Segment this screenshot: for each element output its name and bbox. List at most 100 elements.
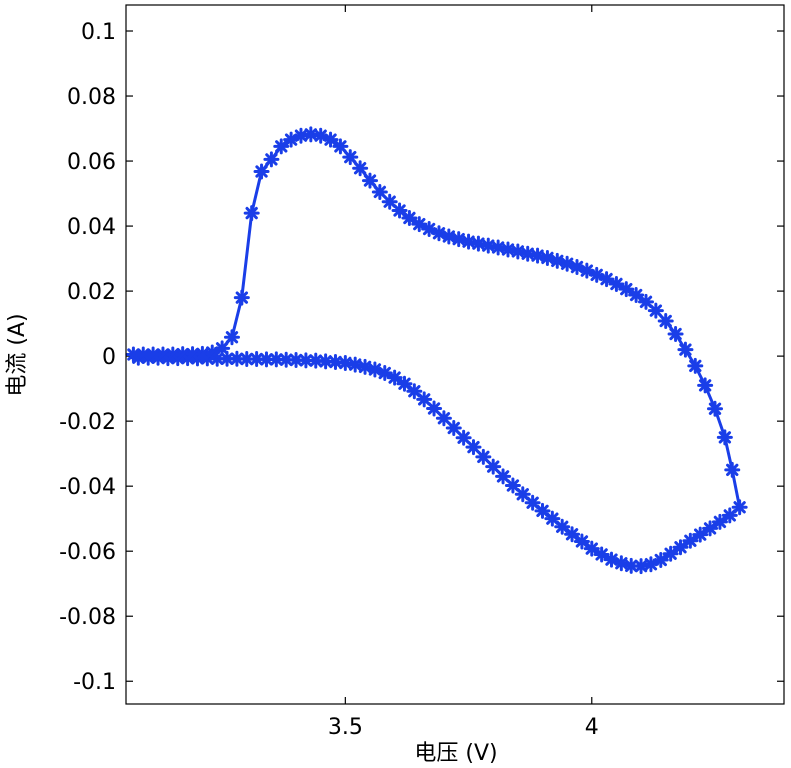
y-tick-label: 0.08 — [67, 85, 116, 110]
marker-stroke — [378, 366, 391, 380]
series-layer — [125, 126, 748, 575]
marker-stroke — [334, 140, 347, 153]
marker-stroke — [220, 352, 234, 365]
data-point — [361, 172, 378, 189]
data-point — [416, 391, 433, 408]
marker-stroke — [127, 348, 140, 361]
marker-stroke — [605, 553, 618, 566]
data-point — [401, 209, 418, 226]
marker-stroke — [393, 204, 406, 217]
data-point — [711, 513, 728, 530]
marker-stroke — [289, 353, 303, 367]
data-point — [519, 245, 536, 262]
y-tick-label: 0.1 — [81, 20, 116, 45]
data-point — [278, 351, 295, 368]
data-point — [386, 369, 403, 386]
data-point — [593, 546, 610, 563]
marker-stroke — [432, 227, 446, 240]
data-point — [731, 499, 748, 516]
data-point — [702, 520, 719, 537]
marker-stroke — [284, 133, 298, 146]
data-point — [539, 249, 556, 266]
data-point — [337, 354, 354, 371]
marker-stroke — [551, 254, 564, 268]
data-point — [677, 341, 694, 358]
marker-stroke — [477, 450, 490, 464]
data-point — [455, 429, 472, 446]
marker-stroke — [531, 249, 544, 262]
marker-stroke — [452, 232, 465, 246]
data-point — [495, 468, 512, 485]
marker-stroke — [570, 260, 584, 274]
marker-stroke — [299, 354, 313, 367]
data-point — [460, 233, 477, 250]
marker-stroke — [491, 241, 505, 254]
y-axis-title: 电流 (A) — [5, 313, 30, 396]
data-point — [628, 287, 645, 304]
marker-stroke — [319, 355, 332, 368]
data-point — [174, 346, 191, 363]
data-point — [125, 346, 142, 363]
data-point — [465, 439, 482, 456]
data-point — [524, 494, 541, 511]
data-point — [288, 352, 305, 369]
marker-stroke — [575, 535, 589, 548]
marker-stroke — [186, 347, 199, 361]
marker-stroke — [694, 528, 707, 541]
marker-stroke — [600, 272, 613, 286]
data-point — [697, 377, 714, 394]
data-point — [381, 193, 398, 210]
marker-stroke — [388, 371, 401, 384]
marker-stroke — [457, 431, 470, 444]
data-point — [490, 239, 507, 256]
y-tick-label: 0.04 — [67, 215, 116, 240]
data-point — [445, 419, 462, 436]
marker-stroke — [669, 327, 682, 341]
data-point — [692, 526, 709, 543]
marker-stroke — [437, 412, 451, 425]
marker-stroke — [255, 165, 268, 178]
marker-stroke — [403, 211, 416, 225]
data-point — [573, 533, 590, 550]
marker-stroke — [487, 460, 500, 473]
marker-stroke — [664, 547, 677, 560]
marker-stroke — [353, 162, 367, 175]
marker-stroke — [398, 377, 411, 390]
data-point — [564, 526, 581, 543]
marker-stroke — [526, 496, 539, 509]
marker-stroke — [304, 128, 318, 141]
data-point — [332, 138, 349, 155]
data-point — [633, 558, 650, 575]
marker-stroke — [496, 470, 510, 483]
marker-stroke — [541, 251, 554, 265]
marker-stroke — [659, 314, 672, 328]
marker-stroke — [245, 206, 258, 220]
marker-stroke — [275, 140, 288, 153]
marker-stroke — [620, 282, 633, 296]
x-axis-ticks: 3.5 4 — [328, 5, 599, 740]
marker-stroke — [196, 347, 209, 361]
data-point — [672, 539, 689, 556]
marker-stroke — [501, 243, 515, 256]
marker-stroke — [344, 150, 357, 164]
x-tick-label: 4 — [585, 715, 599, 740]
data-point — [371, 183, 388, 200]
marker-stroke — [472, 237, 485, 250]
marker-stroke — [511, 245, 525, 258]
y-tick-label: -0.04 — [59, 475, 116, 500]
marker-stroke — [639, 295, 653, 309]
data-point — [233, 289, 250, 306]
data-point — [724, 461, 741, 478]
marker-stroke — [368, 363, 382, 376]
marker-stroke — [679, 343, 692, 356]
data-point — [544, 510, 561, 527]
marker-stroke — [413, 217, 426, 231]
data-point — [302, 126, 319, 143]
marker-stroke — [482, 239, 495, 252]
marker-stroke — [654, 553, 667, 567]
data-point — [475, 448, 492, 465]
marker-stroke — [260, 353, 273, 366]
marker-stroke — [309, 354, 322, 367]
data-point — [243, 205, 260, 222]
